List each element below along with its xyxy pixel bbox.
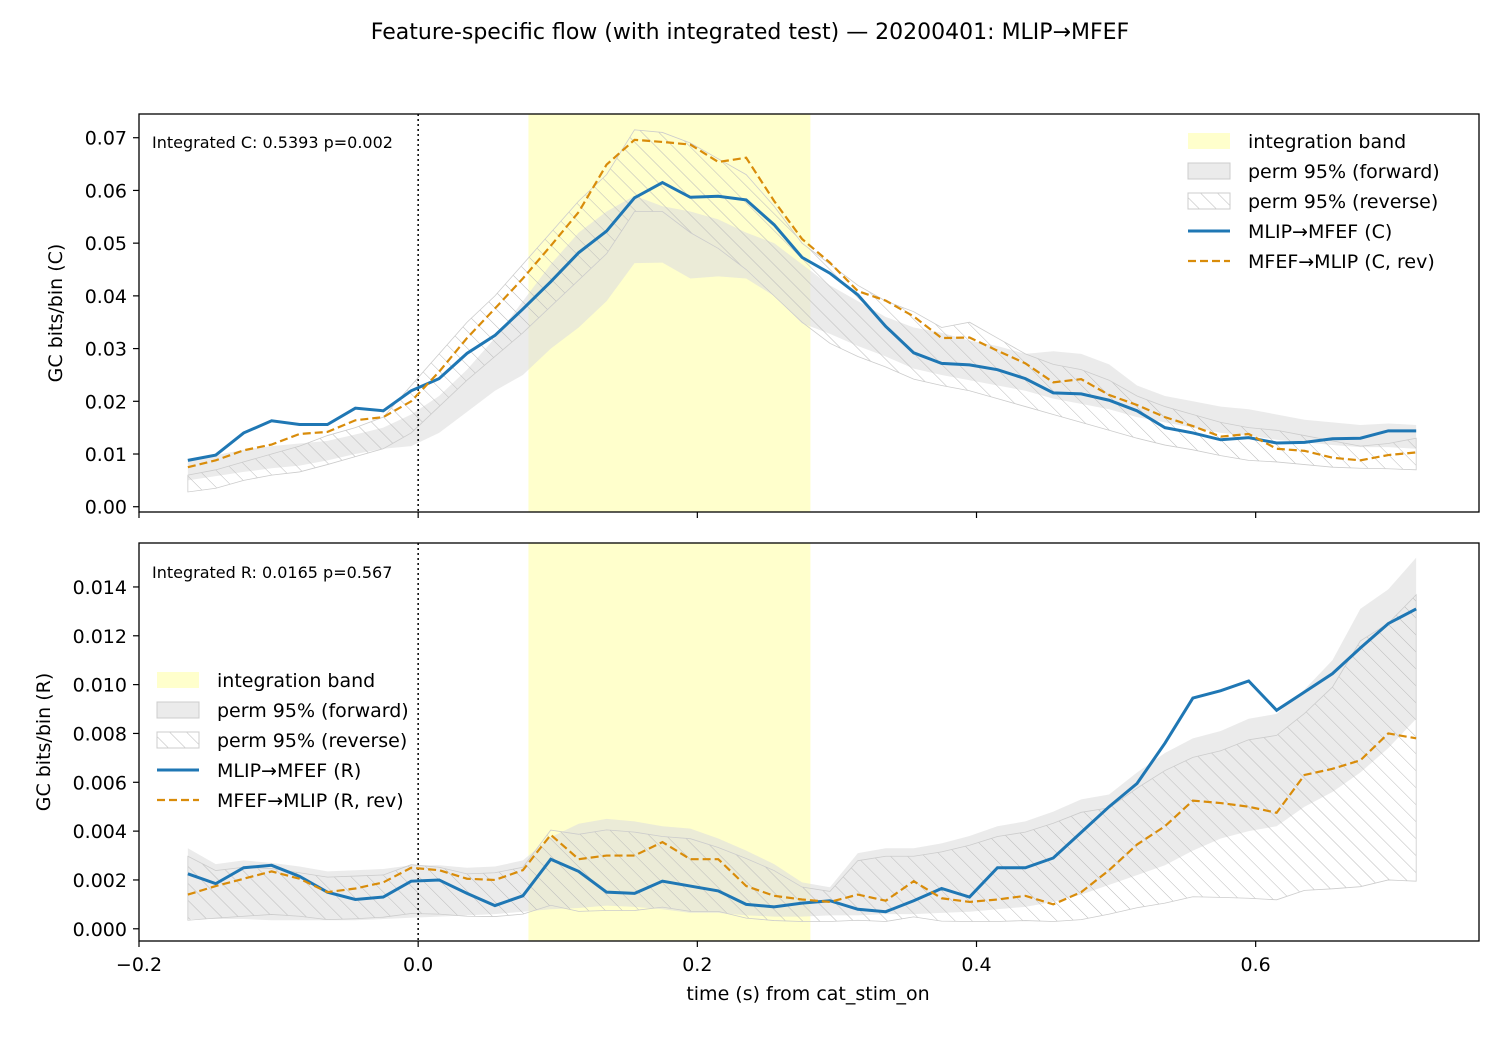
y-tick-label: 0.012: [73, 626, 127, 648]
legend-swatch-band: [1188, 133, 1230, 149]
legend-label: perm 95% (reverse): [217, 730, 407, 752]
y-tick-label: 0.008: [73, 723, 127, 745]
legend-label: perm 95% (forward): [1248, 161, 1440, 183]
y-tick-label: 0.02: [85, 391, 127, 413]
legend-swatch-perm-reverse: [156, 731, 200, 749]
x-tick-label: 0.4: [961, 954, 991, 976]
legend-label: MLIP→MFEF (R): [217, 760, 361, 782]
bottom-legend: integration band perm 95% (forward) perm…: [156, 670, 409, 812]
y-tick-label: 0.004: [73, 821, 127, 843]
bottom-series-forward: [187, 607, 1417, 914]
top-plot-frame: [138, 113, 1480, 513]
top-chart: 0.00 0.01 0.02 0.03 0.04 0.05 0.06 0.07 GC bits…: [45, 113, 1480, 519]
top-series-forward: [187, 180, 1417, 462]
bottom-x-ticks: −0.2 0.0 0.2 0.4 0.6: [116, 941, 1271, 976]
y-tick-label: 0.00: [85, 497, 127, 519]
bottom-plot-frame: [138, 542, 1480, 942]
legend-label: perm 95% (reverse): [1248, 191, 1438, 213]
bottom-annotation: Integrated R: 0.0165 p=0.567: [152, 563, 392, 582]
x-axis-label: time (s) from cat_stim_on: [686, 983, 929, 1005]
y-tick-label: 0.006: [73, 772, 127, 794]
top-x-ticks: [138, 512, 1257, 518]
legend-label: MLIP→MFEF (C): [1248, 221, 1392, 243]
legend-swatch-perm-reverse: [1187, 192, 1231, 210]
y-tick-label: 0.04: [85, 286, 127, 308]
legend-label: MFEF→MLIP (R, rev): [217, 790, 404, 812]
bottom-y-axis-label: GC bits/bin (R): [33, 673, 55, 812]
y-tick-label: 0.01: [85, 444, 127, 466]
legend-swatch-perm-forward: [1187, 162, 1231, 180]
figure-title: Feature-specific flow (with integrated t…: [371, 20, 1129, 45]
y-tick-label: 0.03: [85, 339, 127, 361]
legend-swatch-perm-forward: [156, 701, 200, 719]
bottom-chart: 0.000 0.002 0.004 0.006 0.008 0.010 0.012 0.014…: [33, 542, 1480, 976]
legend-label: integration band: [1248, 131, 1406, 153]
y-tick-label: 0.06: [85, 180, 127, 202]
x-tick-label: 0.2: [682, 954, 712, 976]
legend-label: integration band: [217, 670, 375, 692]
bottom-y-ticks: 0.000 0.002 0.004 0.006 0.008 0.010 0.012 0.014: [73, 577, 139, 941]
top-annotation: Integrated C: 0.5393 p=0.002: [152, 133, 393, 152]
y-tick-label: 0.010: [73, 675, 127, 697]
x-tick-label: 0.6: [1241, 954, 1271, 976]
y-tick-label: 0.014: [73, 577, 127, 599]
top-y-ticks: 0.00 0.01 0.02 0.03 0.04 0.05 0.06 0.07: [85, 128, 139, 519]
legend-label: MFEF→MLIP (C, rev): [1248, 251, 1435, 273]
x-tick-label: 0.0: [403, 954, 433, 976]
y-tick-label: 0.07: [85, 128, 127, 150]
legend-swatch-band: [157, 672, 199, 688]
legend-label: perm 95% (forward): [217, 700, 409, 722]
top-legend: integration band perm 95% (forward) perm…: [1187, 131, 1440, 273]
top-series-reverse: [187, 138, 1417, 469]
y-tick-label: 0.000: [73, 919, 127, 941]
bottom-series-reverse: [187, 732, 1417, 906]
y-tick-label: 0.05: [85, 233, 127, 255]
top-y-axis-label: GC bits/bin (C): [45, 244, 67, 383]
bottom-perm-reverse-band: [187, 593, 1417, 922]
y-tick-label: 0.002: [73, 870, 127, 892]
x-tick-label: −0.2: [116, 954, 162, 976]
